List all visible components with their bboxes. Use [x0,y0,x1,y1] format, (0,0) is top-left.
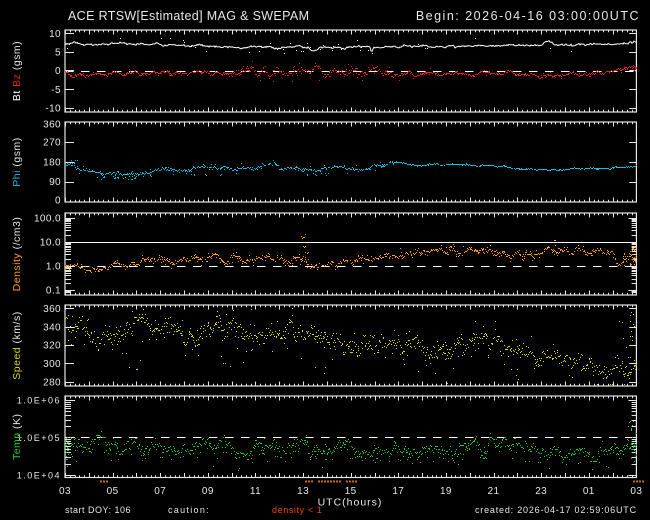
svg-text:11: 11 [250,486,261,497]
svg-text:1.0E+06: 1.0E+06 [17,396,61,406]
svg-text:0.1: 0.1 [46,286,61,297]
svg-text:340: 340 [43,322,61,333]
svg-text:UTC(hours): UTC(hours) [318,497,383,509]
svg-text:03: 03 [59,486,71,497]
svg-text:07: 07 [154,486,166,497]
svg-text:1.0: 1.0 [46,262,61,273]
svg-text:17: 17 [392,486,404,497]
svg-text:1.0E+05: 1.0E+05 [17,433,61,443]
svg-text:Density (/cm3): Density (/cm3) [11,217,23,292]
svg-text:caution:: caution: [168,505,210,515]
svg-text:0: 0 [55,66,61,77]
svg-text:360: 360 [43,304,61,315]
svg-text:start DOY: 106: start DOY: 106 [65,505,131,515]
svg-text:100.0: 100.0 [34,213,61,224]
svg-text:density < 1: density < 1 [272,505,322,515]
svg-text:0: 0 [55,196,61,207]
svg-text:23: 23 [535,486,547,497]
svg-text:Speed (km/s): Speed (km/s) [11,311,23,379]
svg-text:-5: -5 [51,85,61,96]
svg-text:13: 13 [297,486,309,497]
svg-text:Phi (gsm): Phi (gsm) [11,137,23,186]
svg-text:01: 01 [583,486,595,497]
svg-text:ACE RTSW[Estimated] MAG & SWEP: ACE RTSW[Estimated] MAG & SWEPAM [68,9,309,23]
svg-text:Temp (K): Temp (K) [11,413,23,460]
svg-text:280: 280 [43,378,61,389]
svg-text:5: 5 [55,48,61,59]
svg-text:15: 15 [345,486,357,497]
svg-text:360: 360 [43,120,61,131]
svg-text:-10: -10 [45,103,61,114]
svg-text:19: 19 [440,486,452,497]
svg-text:1.0E+04: 1.0E+04 [17,470,61,480]
svg-text:270: 270 [43,137,61,148]
svg-text:10.0: 10.0 [40,238,61,249]
svg-text:10: 10 [49,29,61,40]
svg-text:created: 2026-04-17 02:59:06UT: created: 2026-04-17 02:59:06UTC [475,505,637,515]
svg-text:320: 320 [43,341,61,352]
svg-text:Bt Bz (gsm): Bt Bz (gsm) [11,41,23,101]
svg-text:21: 21 [488,486,500,497]
svg-text:05: 05 [107,486,119,497]
svg-text:09: 09 [202,486,214,497]
svg-text:Begin: 2026-04-16 03:00:00UTC: Begin: 2026-04-16 03:00:00UTC [416,9,640,23]
svg-text:90: 90 [49,177,61,188]
svg-text:180: 180 [43,157,61,168]
svg-text:03: 03 [630,486,642,497]
svg-text:300: 300 [43,359,61,370]
